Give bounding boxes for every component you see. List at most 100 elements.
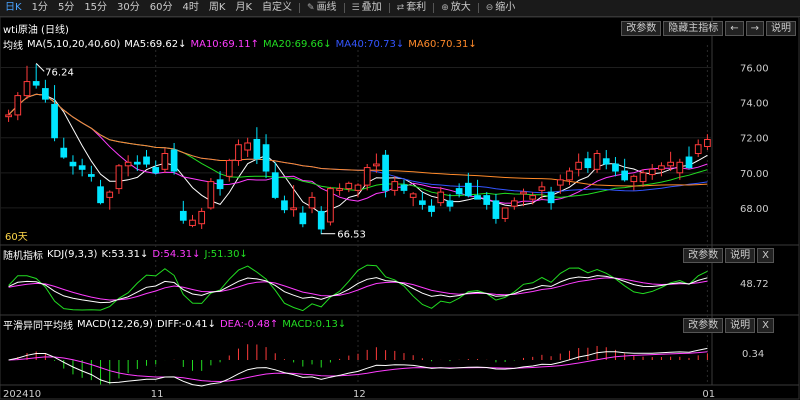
panel-button-2[interactable]: X (757, 318, 774, 333)
panel-button-3[interactable]: → (745, 21, 764, 36)
macd-diff-line (8, 347, 708, 387)
panel-button-1[interactable]: 说明 (725, 248, 756, 263)
toolbar-label: 15分 (84, 2, 108, 13)
toolbar-item-12[interactable]: ⇄ 套利 (392, 0, 432, 16)
candle-body (538, 186, 546, 191)
macd-button-row: 改参数 说明 X (681, 318, 774, 333)
candle-body (446, 200, 454, 207)
panel-button-4[interactable]: 说明 (766, 21, 796, 36)
candle-body (556, 179, 564, 186)
toolbar-item-13[interactable]: ⊕ 放大 (436, 0, 476, 16)
panel-button-1[interactable]: 说明 (725, 318, 756, 333)
toolbar-icon: ☰ (351, 3, 360, 13)
toolbar-item-1[interactable]: 1分 (27, 0, 53, 16)
candle-body (575, 161, 583, 170)
x-axis-label: 12 (353, 389, 366, 400)
candle-body (694, 144, 702, 155)
candle-body (474, 195, 481, 200)
toolbar-icon: ⊕ (441, 3, 449, 13)
period-days-label: 60天 (5, 232, 28, 243)
candle-body (658, 165, 665, 170)
candle-body (354, 184, 362, 191)
candle-body (584, 158, 592, 169)
candle-body (501, 207, 509, 219)
chart-title: wti原油 (日线) (3, 25, 69, 36)
toolbar-item-7[interactable]: 周K (204, 0, 231, 16)
candle-body (88, 174, 95, 177)
candle-body (685, 156, 693, 169)
candle-body (97, 186, 104, 204)
indicator-value: DIFF:-0.41↓ (156, 318, 216, 330)
ma60-line (8, 93, 708, 187)
candle-body (179, 210, 187, 221)
toolbar-label: 画线 (316, 2, 337, 13)
indicator-name: 平滑异同平均线 (3, 320, 73, 332)
main-button-row: 改参数 隐藏主指标 ← → 说明 (619, 21, 796, 36)
toolbar-label: 1分 (31, 2, 48, 13)
kdj-k-line (8, 275, 708, 304)
candle-body (648, 168, 656, 176)
toolbar-item-8[interactable]: 月K (230, 0, 257, 16)
toolbar-item-4[interactable]: 30分 (112, 0, 145, 16)
panel-button-0[interactable]: 改参数 (683, 318, 724, 333)
candle-body (235, 144, 242, 162)
candle-body (133, 161, 141, 165)
chart-frame (0, 16, 800, 400)
toolbar-label: 日K (5, 2, 22, 13)
kdj-y-tick: 48.72 (740, 279, 769, 290)
toolbar-item-2[interactable]: 5分 (53, 0, 79, 16)
toolbar-label: 自定义 (262, 2, 293, 13)
toolbar-item-6[interactable]: 4时 (178, 0, 204, 16)
candle-body (308, 196, 316, 209)
macd-dea-line (8, 351, 708, 383)
candle-body (464, 182, 472, 197)
indicator-value: DEA:-0.48↑ (219, 318, 279, 330)
indicator-value: K:53.31↓ (101, 248, 149, 260)
toolbar-icon: ✎ (307, 3, 315, 13)
candle-body (400, 184, 408, 191)
panel-button-0[interactable]: 改参数 (621, 21, 662, 36)
macd-legend: 平滑异同平均线 MACD(12,26,9) DIFF:-0.41↓ DEA:-0.48… (0, 317, 715, 332)
indicator-name: 均线 (3, 40, 23, 52)
candle-body (363, 167, 371, 186)
indicator-value: MACD:0.13↓ (282, 318, 347, 330)
panel-button-2[interactable]: X (757, 248, 774, 263)
indicator-value: MA60:70.31↓ (408, 38, 477, 50)
candle-body (437, 191, 445, 204)
toolbar-separator (477, 3, 479, 13)
panel-button-0[interactable]: 改参数 (683, 248, 724, 263)
candle-body (345, 182, 353, 190)
candle-body (290, 207, 297, 211)
kdj-legend: 随机指标 KDJ(9,3,3) K:53.31↓ D:54.31↓ J:51.30↓ (0, 247, 715, 262)
toolbar-item-5[interactable]: 60分 (145, 0, 178, 16)
panel-button-1[interactable]: 隐藏主指标 (663, 21, 724, 36)
candle-body (244, 142, 252, 151)
ma40-line (8, 93, 708, 194)
toolbar-item-9[interactable]: 自定义 (257, 0, 297, 16)
toolbar-item-10[interactable]: ✎ 画线 (302, 0, 342, 16)
candle-body (621, 170, 628, 181)
toolbar-item-14[interactable]: ⊖ 缩小 (481, 0, 521, 16)
toolbar-item-0[interactable]: 日K (0, 0, 27, 16)
candle-body (42, 88, 49, 100)
kdj-d-line (8, 277, 708, 301)
kdj-button-row: 改参数 说明 X (681, 248, 774, 263)
low-label: 66.53 (337, 230, 366, 241)
toolbar-icon: ⇄ (396, 3, 405, 13)
candle-body (602, 158, 610, 165)
candle-body (152, 167, 160, 174)
toolbar-label: 套利 (406, 2, 427, 13)
toolbar-separator (433, 3, 435, 13)
panel-button-2[interactable]: ← (725, 21, 744, 36)
toolbar-label: 放大 (450, 2, 471, 13)
candle-body (60, 147, 68, 158)
toolbar-item-3[interactable]: 15分 (79, 0, 112, 16)
candle-body (207, 181, 215, 209)
candle-body (253, 138, 261, 160)
toolbar-icon: ⊖ (485, 3, 494, 13)
candle-body (483, 195, 491, 205)
candle-body (189, 219, 196, 226)
candle-body (391, 181, 399, 191)
candle-body (520, 191, 527, 195)
toolbar-item-11[interactable]: ☰ 叠加 (347, 0, 387, 16)
